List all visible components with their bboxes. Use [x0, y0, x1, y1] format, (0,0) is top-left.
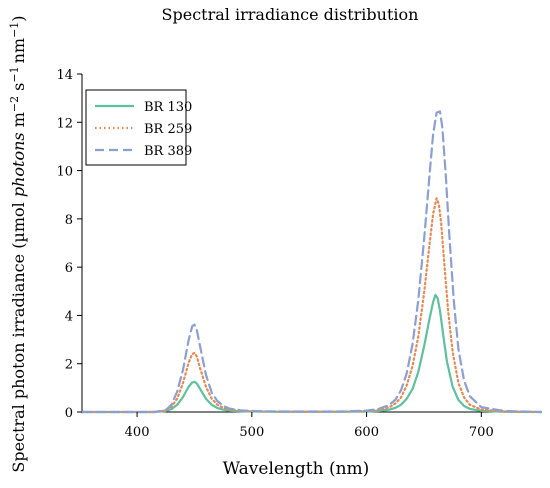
x-axis-label: Wavelength (nm)	[223, 459, 370, 479]
x-tick-label: 700	[469, 425, 494, 440]
y-tick-label: 10	[56, 165, 73, 180]
y-tick-label: 2	[65, 358, 73, 373]
legend-label-2: BR 259	[144, 122, 192, 137]
y-label-part-7: nm	[9, 38, 28, 63]
y-label-part-8: −1	[8, 22, 21, 38]
y-axis-ticks: 0 2 4 6 8 10 12 14	[56, 68, 82, 421]
y-tick-label: 8	[65, 213, 73, 228]
y-label-part-2: photons	[9, 132, 28, 197]
series-line-3	[80, 110, 543, 414]
series-line-2	[80, 197, 543, 414]
x-axis-ticks: 400 500 600 700	[125, 412, 494, 440]
y-label-part-4: −2	[8, 96, 21, 112]
plot-area	[80, 74, 543, 414]
y-label-part-5: s	[9, 83, 28, 96]
series-line-1	[80, 293, 543, 414]
y-label-part-3: m	[9, 112, 28, 132]
y-label-part-6: −1	[8, 66, 21, 82]
x-tick-label: 500	[239, 425, 264, 440]
y-tick-label: 14	[56, 68, 73, 83]
y-tick-label: 0	[65, 406, 73, 421]
chart-title: Spectral irradiance distribution	[162, 5, 419, 24]
y-label-part-9: )	[9, 15, 28, 21]
legend-label-1: BR 130	[144, 100, 192, 115]
y-tick-label: 4	[65, 309, 73, 324]
y-label-part-1: Spectral photon irradiance (µmol	[9, 197, 28, 472]
y-axis-label: Spectral photon irradiance (µmol photons…	[8, 15, 29, 472]
legend-box	[85, 89, 187, 166]
legend: BR 130 BR 259 BR 389	[85, 89, 192, 166]
y-tick-label: 12	[56, 116, 73, 131]
legend-label-3: BR 389	[144, 144, 192, 159]
y-tick-label: 6	[65, 261, 73, 276]
x-tick-label: 600	[354, 425, 379, 440]
x-tick-label: 400	[125, 425, 150, 440]
